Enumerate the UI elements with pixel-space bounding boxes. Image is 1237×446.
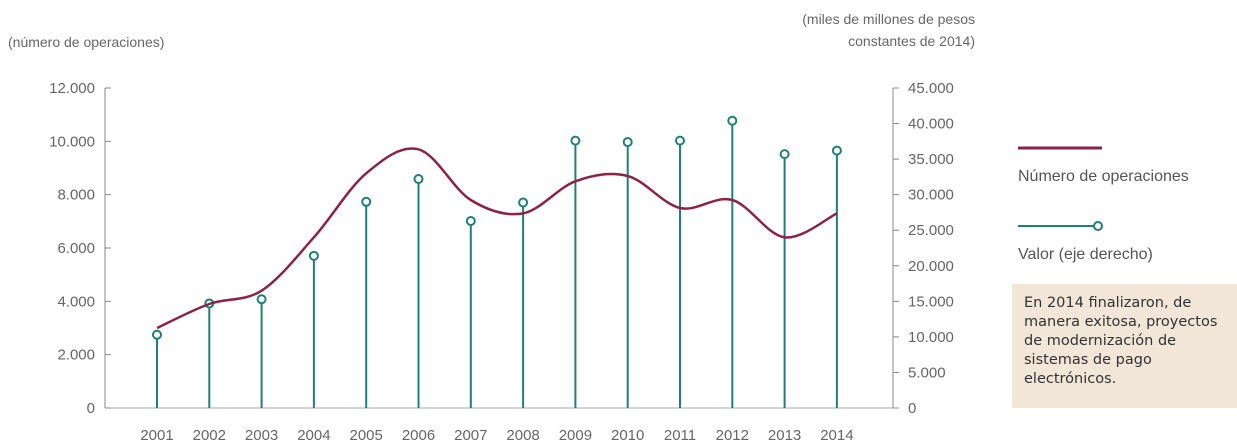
left-tick-label: 2.000 (57, 347, 95, 364)
x-tick-label: 2006 (402, 427, 435, 441)
valor-point (518, 197, 529, 208)
x-tick-label: 2009 (559, 427, 592, 441)
x-tick-label: 2001 (140, 427, 173, 441)
x-tick-label: 2011 (664, 427, 696, 441)
right-axis-title-line1: (miles de millones de pesos (802, 11, 975, 27)
right-axis-title-line2: constantes de 2014) (848, 33, 975, 49)
annotation-box: En 2014 finalizaron, de manera exitosa, … (1012, 284, 1237, 408)
x-tick-label: 2007 (454, 427, 487, 441)
x-axis-ticks: 2001 2002 2003 2004 2005 2006 2007 2008 2009 2010… (140, 427, 853, 444)
annotation-line: En 2014 finalizaron, de (1024, 295, 1192, 311)
x-tick-label: 2013 (768, 427, 801, 441)
valor-point (622, 137, 633, 148)
x-tick-label: 2004 (297, 427, 330, 441)
valor-point (831, 145, 842, 156)
x-tick-label: 2008 (506, 427, 539, 441)
valor-point (570, 135, 581, 146)
right-tick-label: 40.000 (908, 116, 954, 133)
left-tick-label: 10.000 (49, 133, 95, 150)
right-tick-label: 25.000 (908, 222, 954, 239)
legend: Número de operaciones Valor (eje derecho… (1018, 146, 1189, 263)
valor-point (779, 149, 790, 160)
valor-series (152, 115, 842, 408)
right-axis-ticks: 0 5.000 10.000 15.000 20.000 25.000 30.000 35.0… (893, 80, 954, 417)
x-tick-label: 2002 (193, 427, 226, 441)
right-tick-label: 20.000 (908, 258, 954, 275)
annotation-line: manera exitosa, proyectos (1024, 314, 1218, 330)
legend-operaciones-label: Número de operaciones (1018, 168, 1189, 185)
x-tick-label: 2005 (350, 427, 383, 441)
annotation-line: sistemas de pago (1024, 352, 1152, 368)
valor-point (256, 294, 267, 305)
right-tick-label: 0 (908, 400, 916, 417)
annotation-line: electrónicos. (1024, 371, 1117, 387)
valor-point (413, 174, 424, 185)
x-tick-label: 2012 (716, 427, 749, 441)
x-tick-label: 2014 (820, 427, 853, 441)
left-tick-label: 0 (87, 400, 95, 417)
valor-point (675, 135, 685, 146)
left-tick-label: 6.000 (57, 240, 95, 257)
valor-point (361, 196, 372, 207)
valor-point (152, 329, 162, 340)
right-tick-label: 10.000 (908, 329, 954, 346)
left-tick-label: 8.000 (57, 187, 95, 204)
valor-point (308, 250, 319, 261)
valor-point (465, 215, 476, 226)
annotation-line: de modernización de (1024, 333, 1177, 349)
left-axis-ticks: 0 2.000 4.000 6.000 8.000 10.000 12.000 (49, 80, 111, 417)
left-axis-title: (número de operaciones) (8, 34, 164, 50)
legend-valor-label: Valor (eje derecho) (1018, 246, 1153, 263)
right-tick-label: 35.000 (908, 151, 954, 168)
legend-valor-marker (1093, 221, 1103, 231)
valor-point (727, 115, 738, 126)
right-tick-label: 15.000 (908, 293, 954, 310)
x-tick-label: 2003 (245, 427, 278, 441)
right-tick-label: 5.000 (908, 364, 946, 381)
x-tick-label: 2010 (611, 427, 644, 441)
right-tick-label: 30.000 (908, 187, 954, 204)
operaciones-series (156, 147, 838, 330)
left-tick-label: 4.000 (57, 293, 95, 310)
right-tick-label: 45.000 (908, 80, 954, 97)
left-tick-label: 12.000 (49, 80, 95, 97)
operaciones-line (156, 147, 838, 330)
